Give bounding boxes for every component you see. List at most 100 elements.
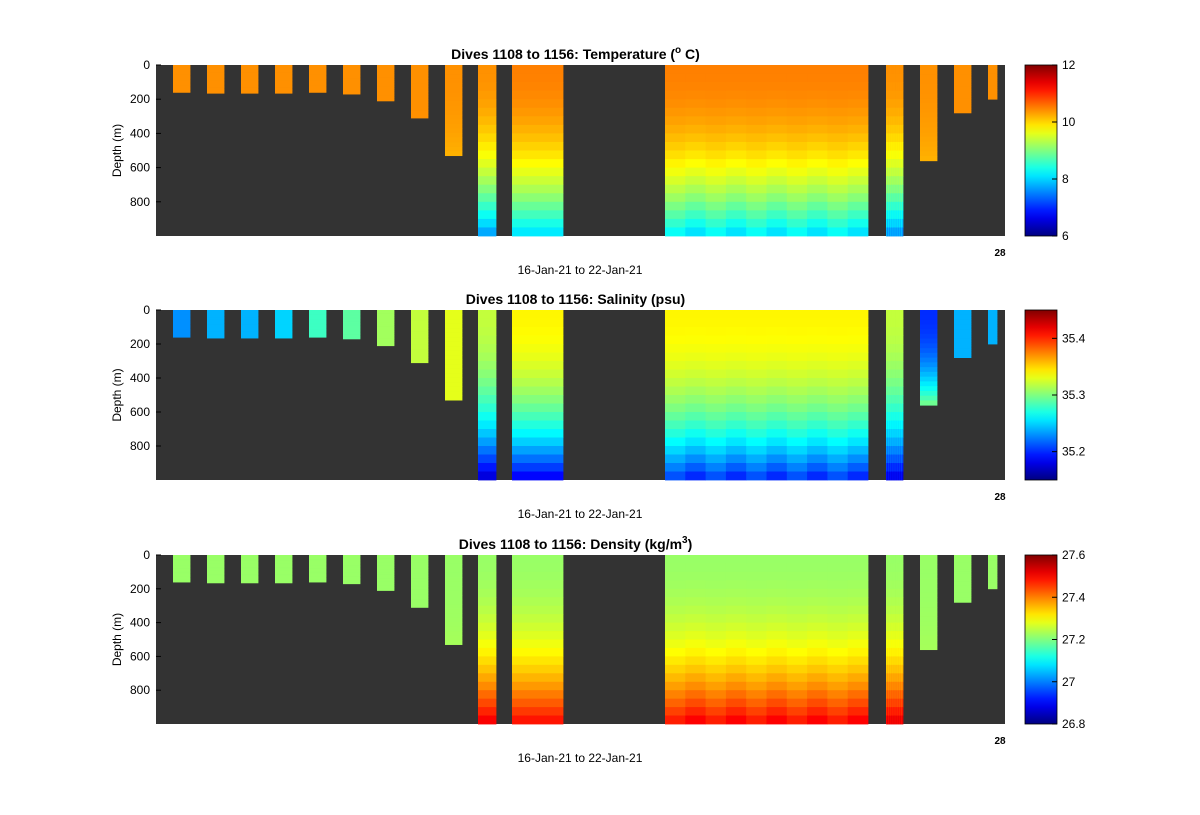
profile-cell xyxy=(920,74,938,80)
profile-cell xyxy=(901,707,904,716)
profile-cell xyxy=(512,715,564,725)
profile-cell xyxy=(766,318,788,328)
profile-cell xyxy=(746,310,767,319)
profile-cell xyxy=(241,67,259,70)
profile-cell xyxy=(173,326,191,329)
profile-cell xyxy=(411,65,429,69)
profile-cell xyxy=(893,73,895,83)
profile-cell xyxy=(665,210,686,220)
profile-cell xyxy=(897,141,900,151)
profile-cell xyxy=(892,218,894,228)
profile-cell xyxy=(725,82,747,92)
profile-cell xyxy=(705,580,727,590)
y-tick-label: 600 xyxy=(130,649,150,663)
profile-cell xyxy=(887,335,889,345)
profile-cell xyxy=(894,352,896,362)
profile-cell xyxy=(898,227,901,237)
profile-cell xyxy=(892,99,894,109)
profile-cell xyxy=(685,82,706,92)
profile-cell xyxy=(685,361,706,370)
profile-cell xyxy=(888,318,890,328)
profile-cell xyxy=(891,124,893,134)
profile-cell xyxy=(478,437,497,447)
profile-cell xyxy=(894,588,896,598)
profile-cell xyxy=(889,588,891,598)
profile-cell xyxy=(309,560,327,563)
profile-cell xyxy=(894,420,896,430)
profile-cell xyxy=(892,395,894,404)
profile-cell xyxy=(893,420,895,430)
profile-cell xyxy=(766,631,788,640)
profile-cell xyxy=(478,420,497,430)
profile-cell xyxy=(897,463,900,472)
profile-cell xyxy=(275,578,293,581)
profile-cell xyxy=(847,690,869,700)
profile-cell xyxy=(895,471,898,481)
profile-cell xyxy=(890,210,892,220)
profile-cell xyxy=(954,84,972,87)
profile-cell xyxy=(807,344,828,353)
profile-cell xyxy=(898,588,901,598)
profile-cell xyxy=(478,218,497,228)
profile-cell xyxy=(895,571,898,581)
profile-cell xyxy=(920,602,938,608)
profile-cell xyxy=(827,631,849,640)
profile-cell xyxy=(886,176,888,186)
profile-cell xyxy=(897,605,900,615)
profile-cell xyxy=(954,88,972,92)
profile-cell xyxy=(899,378,902,387)
profile-cell xyxy=(889,605,891,615)
profile-cell xyxy=(275,335,293,338)
profile-cell xyxy=(888,580,890,590)
profile-cell xyxy=(766,386,788,396)
profile-cell xyxy=(207,90,225,93)
profile-cell xyxy=(411,86,429,90)
profile-cell xyxy=(411,338,429,343)
profile-cell xyxy=(847,99,869,109)
profile-cell xyxy=(886,352,888,362)
profile-cell xyxy=(207,67,225,70)
profile-cell xyxy=(665,167,686,177)
profile-cell xyxy=(241,578,259,581)
profile-cell xyxy=(343,92,361,95)
profile-cell xyxy=(705,167,727,177)
profile-cell xyxy=(786,429,808,438)
profile-cell xyxy=(954,67,972,71)
profile-cell xyxy=(847,184,869,194)
profile-cell xyxy=(890,395,892,404)
profile-cell xyxy=(512,673,564,683)
profile-cell xyxy=(685,327,706,336)
profile-cell xyxy=(889,107,891,117)
profile-cell xyxy=(827,99,849,109)
profile-cell xyxy=(665,412,686,421)
profile-cell xyxy=(786,605,808,615)
profile-cell xyxy=(900,227,903,237)
profile-cell xyxy=(893,437,895,447)
profile-cell xyxy=(901,150,904,160)
profile-cell xyxy=(445,119,463,125)
profile-cell xyxy=(343,325,361,328)
profile-cell xyxy=(343,337,361,340)
profile-cell xyxy=(827,201,849,211)
profile-cell xyxy=(478,631,497,640)
profile-cell xyxy=(725,412,747,421)
profile-cell xyxy=(893,133,895,143)
profile-cell xyxy=(241,84,259,87)
profile-cell xyxy=(207,87,225,90)
profile-cell xyxy=(988,330,998,333)
profile-cell xyxy=(827,107,849,117)
profile-cell xyxy=(896,437,899,447)
profile-cell xyxy=(377,99,395,102)
profile-cell xyxy=(889,437,891,447)
profile-cell xyxy=(900,403,903,413)
profile-cell xyxy=(241,70,259,73)
profile-cell xyxy=(888,150,890,160)
profile-cell xyxy=(886,707,888,716)
profile-cell xyxy=(847,707,869,716)
profile-cell xyxy=(827,210,849,220)
profile-cell xyxy=(896,150,899,160)
profile-cell xyxy=(890,715,892,725)
profile-cell xyxy=(207,563,225,566)
profile-cell xyxy=(725,90,747,100)
profile-cell xyxy=(766,681,788,691)
